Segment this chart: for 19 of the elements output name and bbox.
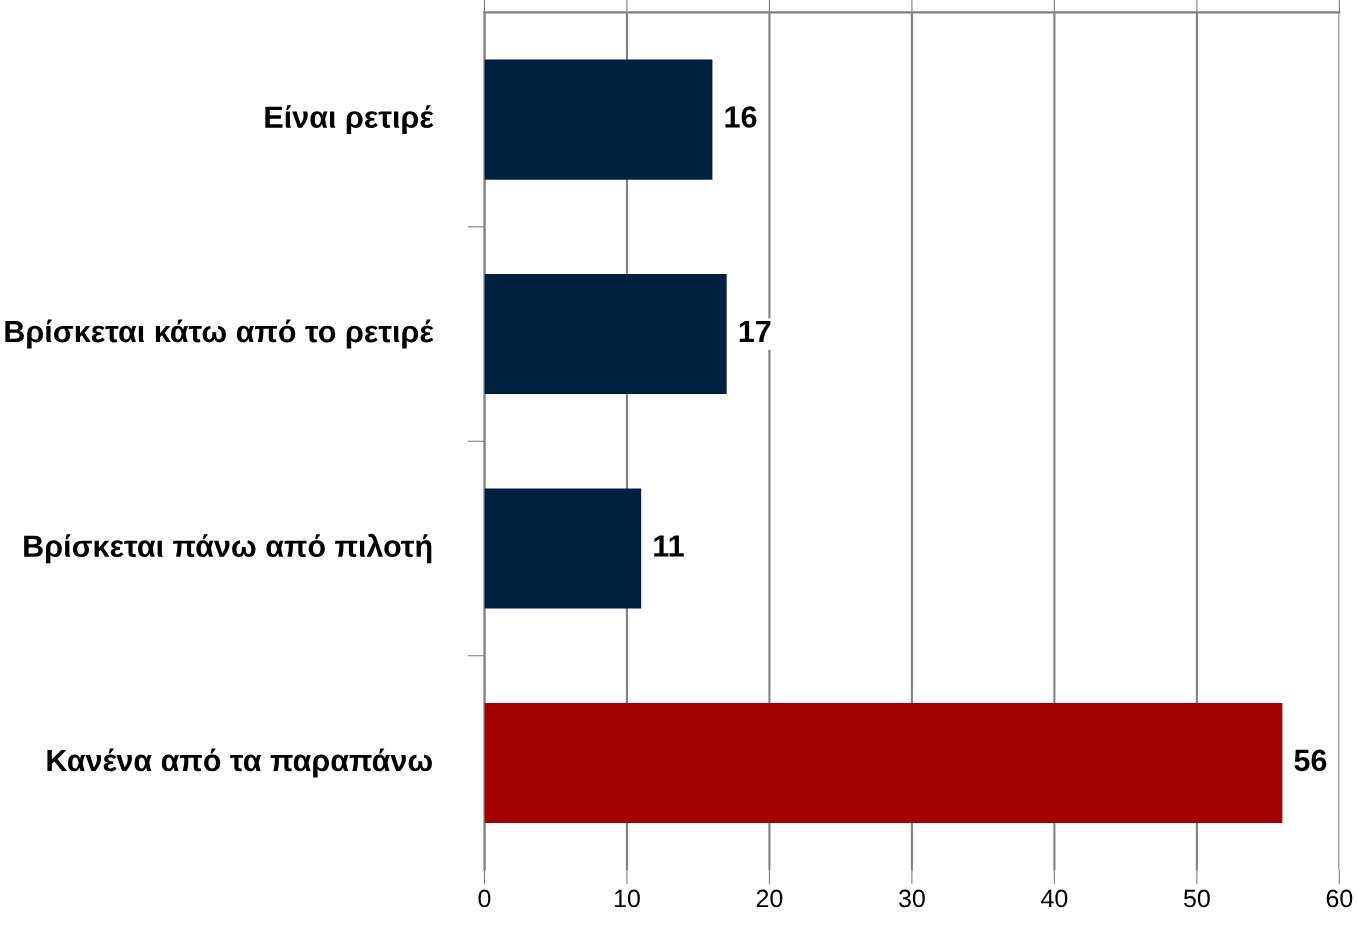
bar — [484, 702, 1283, 824]
x-tick-label: 30 — [898, 889, 925, 908]
bar — [484, 59, 713, 180]
bar — [484, 488, 642, 609]
x-tick-label: 10 — [614, 889, 640, 908]
data-label: 17 — [739, 320, 771, 342]
y-tick-label: Είναι ρετιρέ — [265, 105, 434, 134]
x-tick-label: 50 — [1183, 889, 1210, 908]
x-tick-label: 0 — [478, 889, 491, 908]
bar — [484, 273, 727, 395]
x-tick-label: 20 — [756, 889, 783, 908]
data-label: 11 — [654, 535, 684, 557]
y-tick-label: Κανένα από τα παραπάνω — [47, 748, 432, 778]
x-tick-label: 40 — [1041, 889, 1068, 908]
x-tick-label: 60 — [1326, 889, 1353, 908]
data-label: 16 — [725, 106, 757, 128]
y-tick-label: Βρίσκεται πάνω από πιλοτή — [24, 533, 432, 564]
data-label: 56 — [1294, 749, 1327, 772]
y-tick-label: Βρίσκεται κάτω από το ρετιρέ — [5, 319, 434, 349]
